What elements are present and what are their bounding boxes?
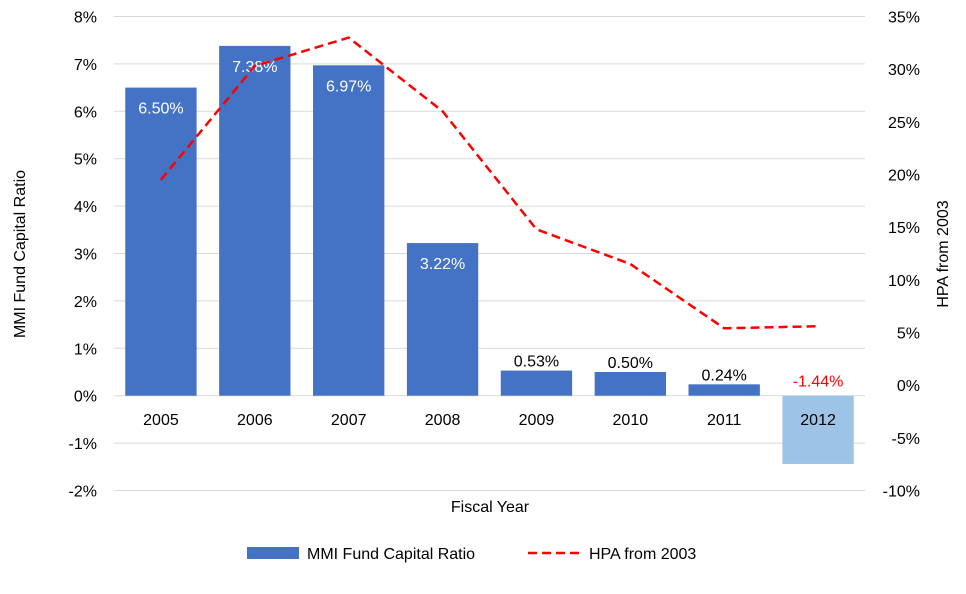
left-axis-ticks: -2% -1% 0% 1% 2% 3% 4% 5% 6% 7% 8% (69, 10, 97, 501)
bar (594, 372, 666, 396)
bar-data-label: 0.50% (608, 355, 653, 372)
bar (125, 87, 197, 396)
bar (688, 384, 760, 396)
x-tick-label: 2009 (519, 412, 555, 429)
bar (500, 370, 573, 396)
x-tick-label: 2006 (237, 412, 273, 429)
legend-label-bar: MMI Fund Capital Ratio (307, 546, 475, 563)
legend: MMI Fund Capital Ratio HPA from 2003 (247, 546, 696, 563)
bar-data-label: 3.22% (420, 256, 465, 273)
line-series (159, 36, 819, 330)
bar-series (125, 45, 854, 464)
left-tick-label: 6% (74, 104, 97, 121)
right-tick-label: 0% (897, 378, 920, 395)
bar (406, 243, 479, 396)
bar (219, 45, 291, 396)
bar (782, 395, 854, 464)
bar-data-label: 6.97% (326, 78, 371, 95)
left-tick-label: 5% (74, 152, 97, 169)
x-axis-title: Fiscal Year (451, 499, 530, 516)
bar-data-label: 0.24% (702, 367, 747, 384)
x-tick-label: 2010 (613, 412, 649, 429)
x-tick-label: 2012 (800, 412, 836, 429)
legend-label-line: HPA from 2003 (589, 546, 696, 563)
right-tick-label: 15% (888, 220, 920, 237)
right-axis-ticks: -10% -5% 0% 5% 10% 15% 20% 25% 30% 35% (883, 10, 920, 501)
right-tick-label: -10% (883, 484, 920, 501)
bar (313, 65, 385, 396)
right-tick-label: 10% (888, 273, 920, 290)
right-tick-label: 20% (888, 168, 920, 185)
bar-data-label: -1.44% (793, 374, 844, 391)
bar-data-label: 6.50% (138, 101, 183, 118)
left-axis-title: MMI Fund Capital Ratio (12, 170, 29, 338)
right-axis-title: HPA from 2003 (935, 200, 952, 307)
left-tick-label: -1% (69, 436, 97, 453)
x-tick-label: 2005 (143, 412, 179, 429)
x-tick-label: 2011 (707, 412, 742, 429)
left-tick-label: -2% (69, 484, 97, 501)
left-tick-label: 7% (74, 57, 97, 74)
legend-swatch-bar (247, 547, 299, 559)
left-tick-label: 3% (74, 247, 97, 264)
bar-data-label: 0.53% (514, 354, 559, 371)
left-tick-label: 4% (74, 199, 97, 216)
x-tick-label: 2007 (331, 412, 367, 429)
left-tick-label: 8% (74, 10, 97, 27)
left-tick-label: 1% (74, 341, 97, 358)
right-tick-label: 5% (897, 326, 920, 343)
hpa-line (159, 36, 819, 330)
left-tick-label: 0% (74, 389, 97, 406)
right-tick-label: 30% (888, 62, 920, 79)
right-tick-label: 35% (888, 10, 920, 27)
x-axis-ticks: 2005 2006 2007 2008 2009 2010 2011 2012 (143, 412, 836, 429)
right-tick-label: -5% (892, 431, 920, 448)
right-tick-label: 25% (888, 115, 920, 132)
left-tick-label: 2% (74, 294, 97, 311)
x-tick-label: 2008 (425, 412, 461, 429)
